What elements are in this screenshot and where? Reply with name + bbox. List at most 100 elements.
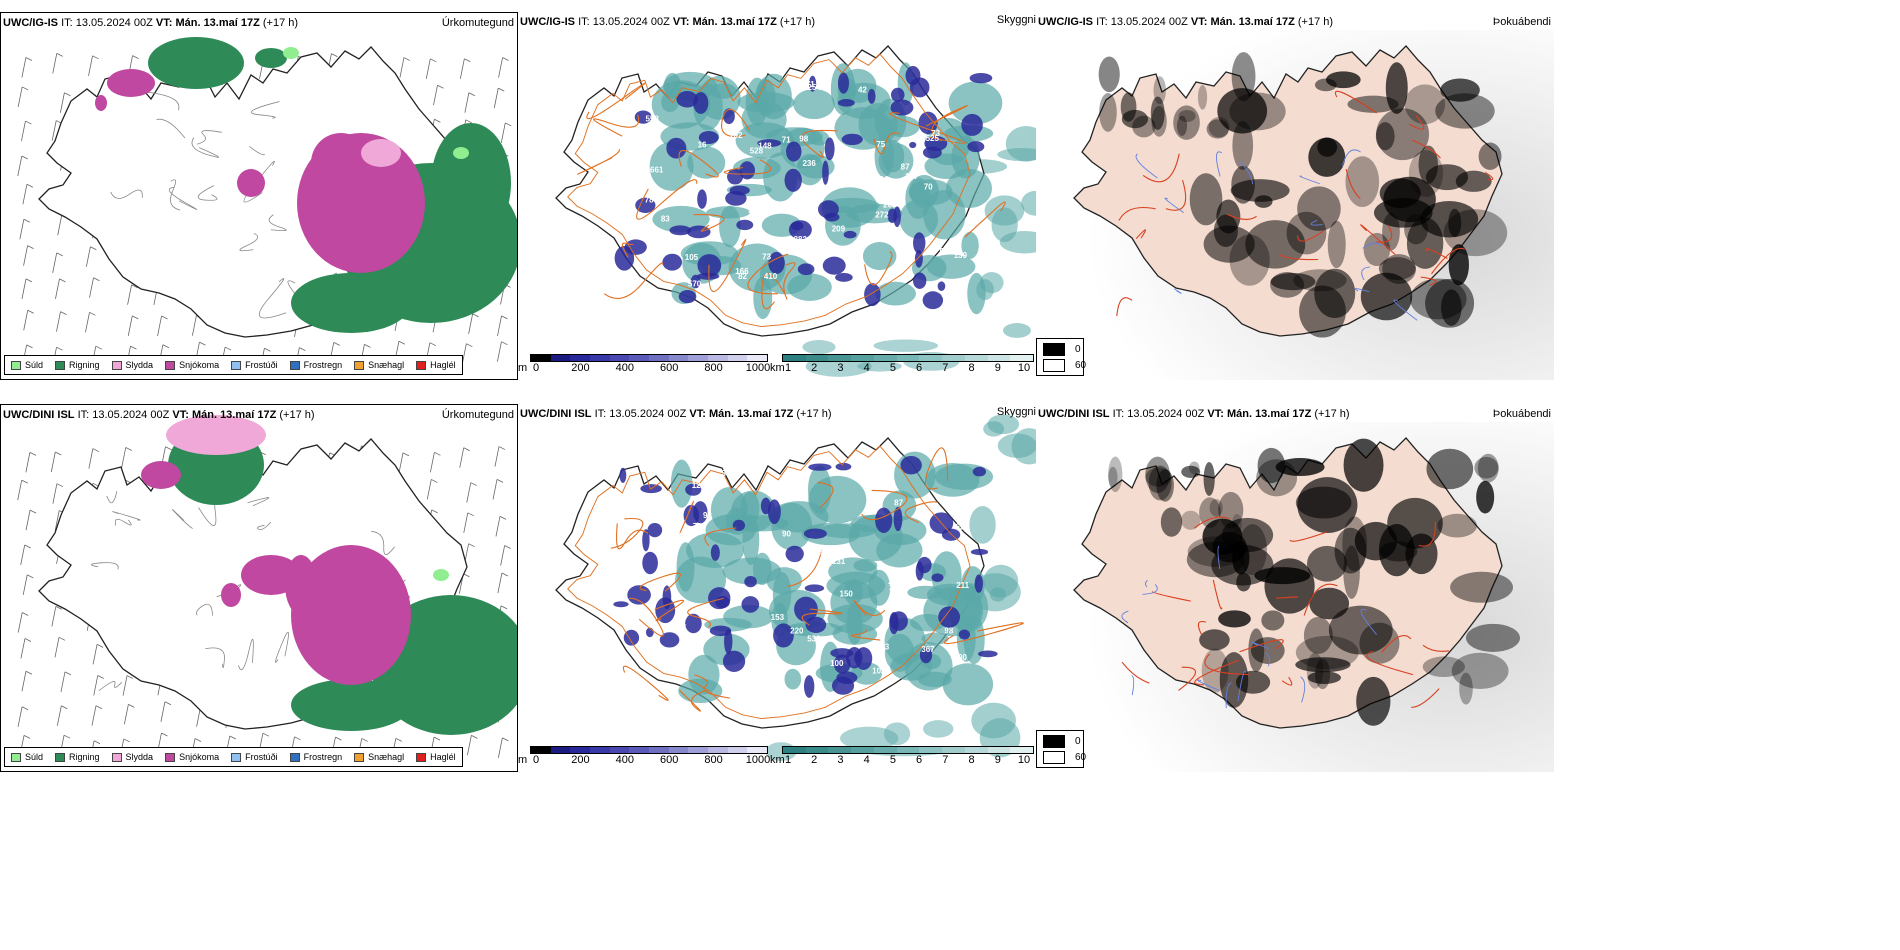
cloud-base-area xyxy=(822,256,846,275)
visibility-area xyxy=(917,671,952,688)
road-line xyxy=(1226,213,1257,220)
cloud-base-scale-unit: m xyxy=(518,362,528,374)
wind-barb xyxy=(493,87,505,109)
legend-swatch xyxy=(111,360,122,370)
legend-label: Snæhagl xyxy=(368,752,405,762)
cloud-base-label: 90 xyxy=(782,530,791,539)
cloud-base-label: 73 xyxy=(931,129,940,138)
cloud-base-area xyxy=(757,139,782,148)
legend-swatch xyxy=(416,752,427,762)
road-line xyxy=(1118,206,1156,221)
colorbar-swatch xyxy=(649,355,669,361)
wind-barb xyxy=(17,155,28,177)
cloud-map-bottom: 109 220 150 106 100 90 100 87 208 175 377 195 124 183… xyxy=(555,414,1036,761)
fog-index-area xyxy=(1203,461,1215,496)
cloud-base-label: 236 xyxy=(802,159,816,168)
visibility-scale-tick: 5 xyxy=(889,362,896,374)
legend-entry: Frostregn xyxy=(289,752,342,762)
cloud-base-area xyxy=(725,190,747,206)
wind-barb xyxy=(52,483,64,504)
cloud-base-area xyxy=(698,130,719,145)
cloud-base-label: 123 xyxy=(889,583,903,592)
road-line xyxy=(925,447,949,490)
cloud-base-label: 661 xyxy=(650,166,664,175)
river-line xyxy=(1216,151,1223,177)
cloud-base-label: 106 xyxy=(730,591,744,600)
cloud-base-label: 139 xyxy=(954,251,968,260)
legend-label: Rigning xyxy=(69,360,100,370)
legend-label: Slydda xyxy=(125,360,154,370)
road-line xyxy=(1212,579,1223,610)
legend-entry: Snjókoma xyxy=(165,360,219,370)
wind-barb xyxy=(23,309,34,331)
fog-index-area xyxy=(1217,88,1268,134)
colorbar-swatch xyxy=(550,747,571,753)
road-line xyxy=(1239,639,1284,653)
visibility-scale-tick: 1 xyxy=(784,754,792,766)
vt-value: Mán. 13.maí 17Z xyxy=(175,17,260,29)
visibility-scale-tick: 8 xyxy=(968,754,975,766)
wind-barb xyxy=(25,452,37,473)
cloud-base-label: 272 xyxy=(875,210,889,219)
wind-barb xyxy=(494,446,506,467)
wind-barb xyxy=(20,638,32,659)
contour-line xyxy=(191,137,219,158)
precip-type-panel-top: UWC/IG-IS IT: 13.05.2024 00Z VT: Mán. 13… xyxy=(0,12,518,380)
road-line xyxy=(687,597,724,628)
contour-line xyxy=(196,603,213,616)
it-label: IT: xyxy=(77,409,90,421)
road-line xyxy=(1431,247,1465,275)
cloud-base-area xyxy=(722,650,746,672)
visibility-area xyxy=(948,81,1003,125)
colorbar-swatch xyxy=(570,747,591,753)
cloud-base-area xyxy=(961,113,983,136)
visibility-area xyxy=(921,632,949,645)
wind-barb xyxy=(85,246,97,267)
colorbar-swatch xyxy=(747,747,768,753)
cloud-base-label: 532 xyxy=(807,635,821,644)
snow-area xyxy=(311,133,371,193)
cloud-base-area xyxy=(710,544,720,561)
cloud-base-scale-tick: 1000 xyxy=(745,362,771,374)
contour-line xyxy=(205,647,225,669)
visibility-scale-tick: 5 xyxy=(889,754,896,766)
ring-road xyxy=(567,445,971,720)
fog-index-area xyxy=(1218,610,1251,628)
visibility-scale-tick: 2 xyxy=(811,754,818,766)
lead-time: (+17 h) xyxy=(279,409,315,421)
snow-area xyxy=(107,69,155,97)
fog-index-area xyxy=(1160,507,1183,537)
visibility-area xyxy=(793,88,835,120)
panel-header: UWC/DINI ISL IT: 13.05.2024 00Z VT: Mán.… xyxy=(520,408,832,420)
drizzle-area xyxy=(433,569,449,581)
road-line xyxy=(1303,583,1338,616)
legend-label: Frostregn xyxy=(303,360,343,370)
cloud-base-label: 238 xyxy=(888,577,902,586)
fog-index-area xyxy=(1180,510,1201,530)
cloud-base-scale-tick: 800 xyxy=(704,362,723,374)
colorbar-swatch xyxy=(805,747,829,753)
sea-visibility-patch xyxy=(997,433,1036,458)
cloud-base-label: 166 xyxy=(735,267,749,276)
road-line xyxy=(621,242,634,258)
visibility-scale-tick: 6 xyxy=(916,362,923,374)
cloud-base-area xyxy=(824,137,835,161)
ring-road xyxy=(567,53,971,328)
road-line xyxy=(889,112,966,144)
road-line xyxy=(721,108,750,137)
cloud-base-area xyxy=(727,168,744,185)
fog-scale-top-label: 0 xyxy=(1075,344,1081,355)
cloud-base-area xyxy=(835,462,852,471)
cloud-base-area xyxy=(741,596,760,613)
wind-barb xyxy=(22,183,34,205)
cloud-base-area xyxy=(864,283,881,307)
colorbar-swatch xyxy=(942,747,965,753)
cloud-base-label: 367 xyxy=(921,645,935,654)
cloud-base-scale-unit: m xyxy=(518,754,528,766)
lead-time: (+17 h) xyxy=(1297,16,1334,28)
visibility-scale-unit: km xyxy=(770,754,785,766)
cloud-base-area xyxy=(662,253,683,271)
cloud-base-area xyxy=(805,616,827,634)
road-line xyxy=(1289,531,1327,542)
legend-entry: Snjókoma xyxy=(165,752,219,762)
